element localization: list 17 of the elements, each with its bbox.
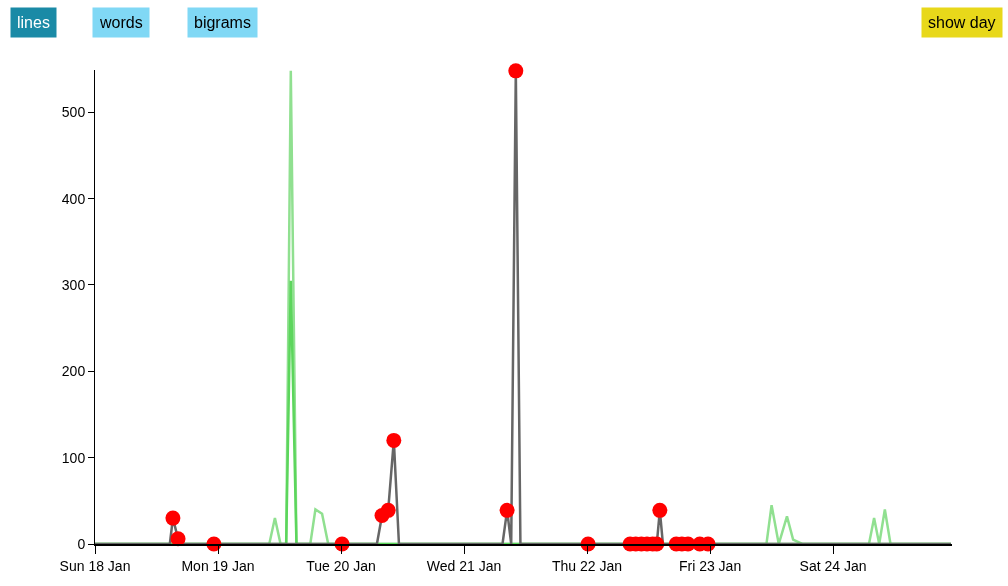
y-tick-label: 500	[61, 104, 86, 121]
x-tick-label: Tue 20 Jan	[306, 557, 376, 574]
x-tick-label: Fri 23 Jan	[678, 557, 742, 574]
text: lines	[17, 14, 50, 31]
text: words	[99, 14, 143, 31]
y-tick-label: 400	[61, 190, 86, 207]
x-tick-label: Sat 24 Jan	[799, 557, 867, 574]
y-tick-label: 200	[61, 363, 86, 380]
x-tick-label: Sun 18 Jan	[59, 557, 131, 574]
text: show day	[928, 14, 996, 31]
x-tick-label: Mon 19 Jan	[181, 557, 255, 574]
y-tick-label: 100	[61, 449, 86, 466]
y-tick-label: 0	[77, 535, 86, 552]
text: bigrams	[194, 14, 251, 31]
y-tick-label: 300	[61, 276, 86, 293]
x-tick-label: Wed 21 Jan	[426, 557, 502, 574]
x-tick-label: Thu 22 Jan	[552, 557, 623, 574]
